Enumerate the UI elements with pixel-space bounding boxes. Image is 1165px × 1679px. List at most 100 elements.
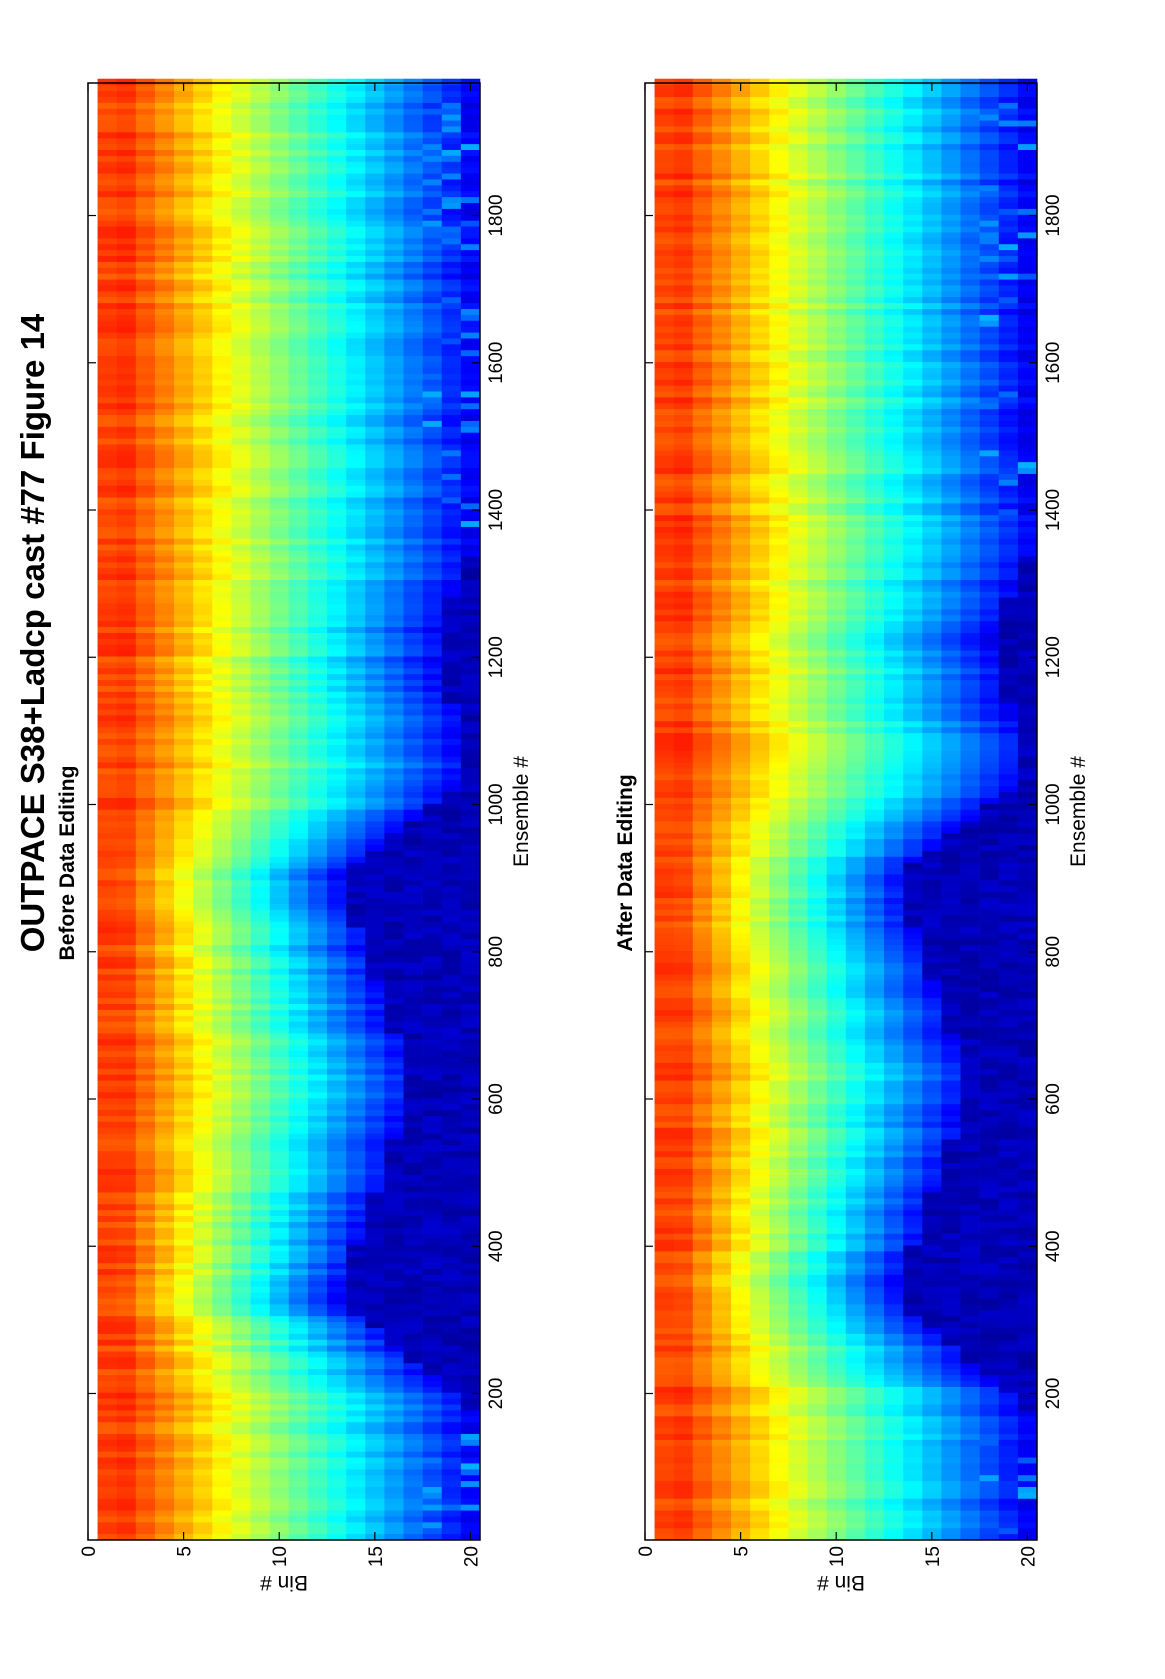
heatmap-cell [231, 1021, 251, 1028]
heatmap-cell [250, 561, 270, 569]
heatmap-cell [327, 243, 347, 251]
heatmap-cell [460, 1292, 481, 1299]
heatmap-cell [231, 809, 251, 816]
heatmap-cell [116, 1303, 137, 1311]
heatmap-cell [441, 544, 462, 551]
heatmap-cell [116, 237, 137, 245]
heatmap-cell [269, 691, 290, 698]
heatmap-cell [174, 591, 194, 598]
heatmap-cell [193, 373, 213, 380]
heatmap-cell [231, 373, 251, 380]
heatmap-cell [288, 443, 309, 451]
heatmap-cell [365, 237, 385, 245]
heatmap-cell [174, 991, 194, 999]
heatmap-cell [422, 508, 443, 516]
heatmap-cell [422, 1227, 443, 1234]
heatmap-cell [288, 390, 309, 398]
heatmap-cell [384, 750, 404, 757]
heatmap-cell [116, 1433, 137, 1440]
heatmap-cell [154, 114, 175, 121]
heatmap-cell [365, 1174, 385, 1181]
heatmap-cell [327, 1415, 347, 1423]
heatmap-cell [384, 326, 404, 333]
heatmap-cell [231, 172, 251, 180]
heatmap-cell [154, 1533, 175, 1540]
heatmap-cell [154, 850, 175, 857]
heatmap-cell [231, 938, 251, 946]
heatmap-cell [365, 1127, 385, 1134]
heatmap-cell [116, 532, 137, 539]
heatmap-cell [327, 396, 347, 404]
heatmap-cell [116, 991, 137, 999]
heatmap-cell [460, 1403, 481, 1411]
heatmap-cell [250, 178, 270, 186]
heatmap-cell [212, 1239, 232, 1246]
heatmap-cell [307, 1321, 328, 1328]
heatmap-cell [346, 1386, 366, 1393]
heatmap-cell [231, 650, 251, 657]
heatmap-cell [422, 1244, 443, 1252]
heatmap-cell [403, 879, 423, 887]
heatmap-cell [365, 520, 385, 527]
heatmap-cell [441, 1180, 462, 1187]
heatmap-cell [365, 243, 385, 251]
heatmap-cell [250, 1515, 270, 1523]
heatmap-cell [193, 426, 213, 433]
heatmap-cell [212, 491, 232, 498]
heatmap-cell [269, 237, 290, 245]
heatmap-cell [365, 597, 385, 604]
heatmap-cell [231, 296, 251, 304]
heatmap-cell [116, 1038, 137, 1046]
heatmap-cell [116, 620, 137, 628]
heatmap-cell [422, 920, 443, 928]
heatmap-cell [307, 1345, 328, 1352]
heatmap-cell [231, 1533, 251, 1540]
heatmap-cell [384, 1038, 404, 1046]
heatmap-cell [212, 538, 232, 545]
heatmap-cell [384, 862, 404, 869]
heatmap-cell [97, 202, 117, 209]
heatmap-cell [250, 1262, 270, 1270]
heatmap-cell [346, 1074, 366, 1081]
heatmap-cell [116, 84, 137, 92]
heatmap-cell [97, 467, 117, 474]
heatmap-cell [97, 985, 117, 993]
heatmap-cell [97, 591, 117, 598]
heatmap-cell [460, 561, 481, 569]
heatmap-cell [384, 1168, 404, 1175]
heatmap-cell [269, 1239, 290, 1246]
heatmap-cell [212, 467, 232, 474]
heatmap-cell [288, 455, 309, 463]
heatmap-cell [307, 373, 328, 380]
heatmap-cell [307, 1415, 328, 1423]
heatmap-cell [441, 650, 462, 657]
heatmap-cell [231, 708, 251, 716]
heatmap-cell [384, 920, 404, 928]
heatmap-cell [154, 196, 175, 204]
heatmap-cell [307, 1462, 328, 1470]
heatmap-cell [384, 549, 404, 557]
heatmap-cell [346, 1121, 366, 1128]
heatmap-cell [250, 1521, 270, 1529]
heatmap-cell [288, 667, 309, 675]
heatmap-cell [212, 485, 232, 492]
heatmap-cell [346, 455, 366, 463]
heatmap-cell [193, 1003, 213, 1010]
heatmap-cell [135, 455, 156, 463]
heatmap-cell [269, 1132, 290, 1140]
heatmap-cell [422, 573, 443, 580]
heatmap-cell [441, 1150, 462, 1158]
heatmap-cell [193, 920, 213, 928]
heatmap-cell [346, 1309, 366, 1317]
heatmap-cell [212, 756, 232, 763]
heatmap-cell [365, 915, 385, 922]
heatmap-cell [384, 803, 404, 810]
heatmap-cell [97, 1197, 117, 1205]
heatmap-cell [116, 985, 137, 993]
heatmap-cell [307, 744, 328, 751]
heatmap-cell [327, 1451, 347, 1458]
heatmap-cell [193, 620, 213, 628]
heatmap-cell [174, 491, 194, 498]
heatmap-cell [327, 437, 347, 445]
heatmap-cell [250, 379, 270, 386]
